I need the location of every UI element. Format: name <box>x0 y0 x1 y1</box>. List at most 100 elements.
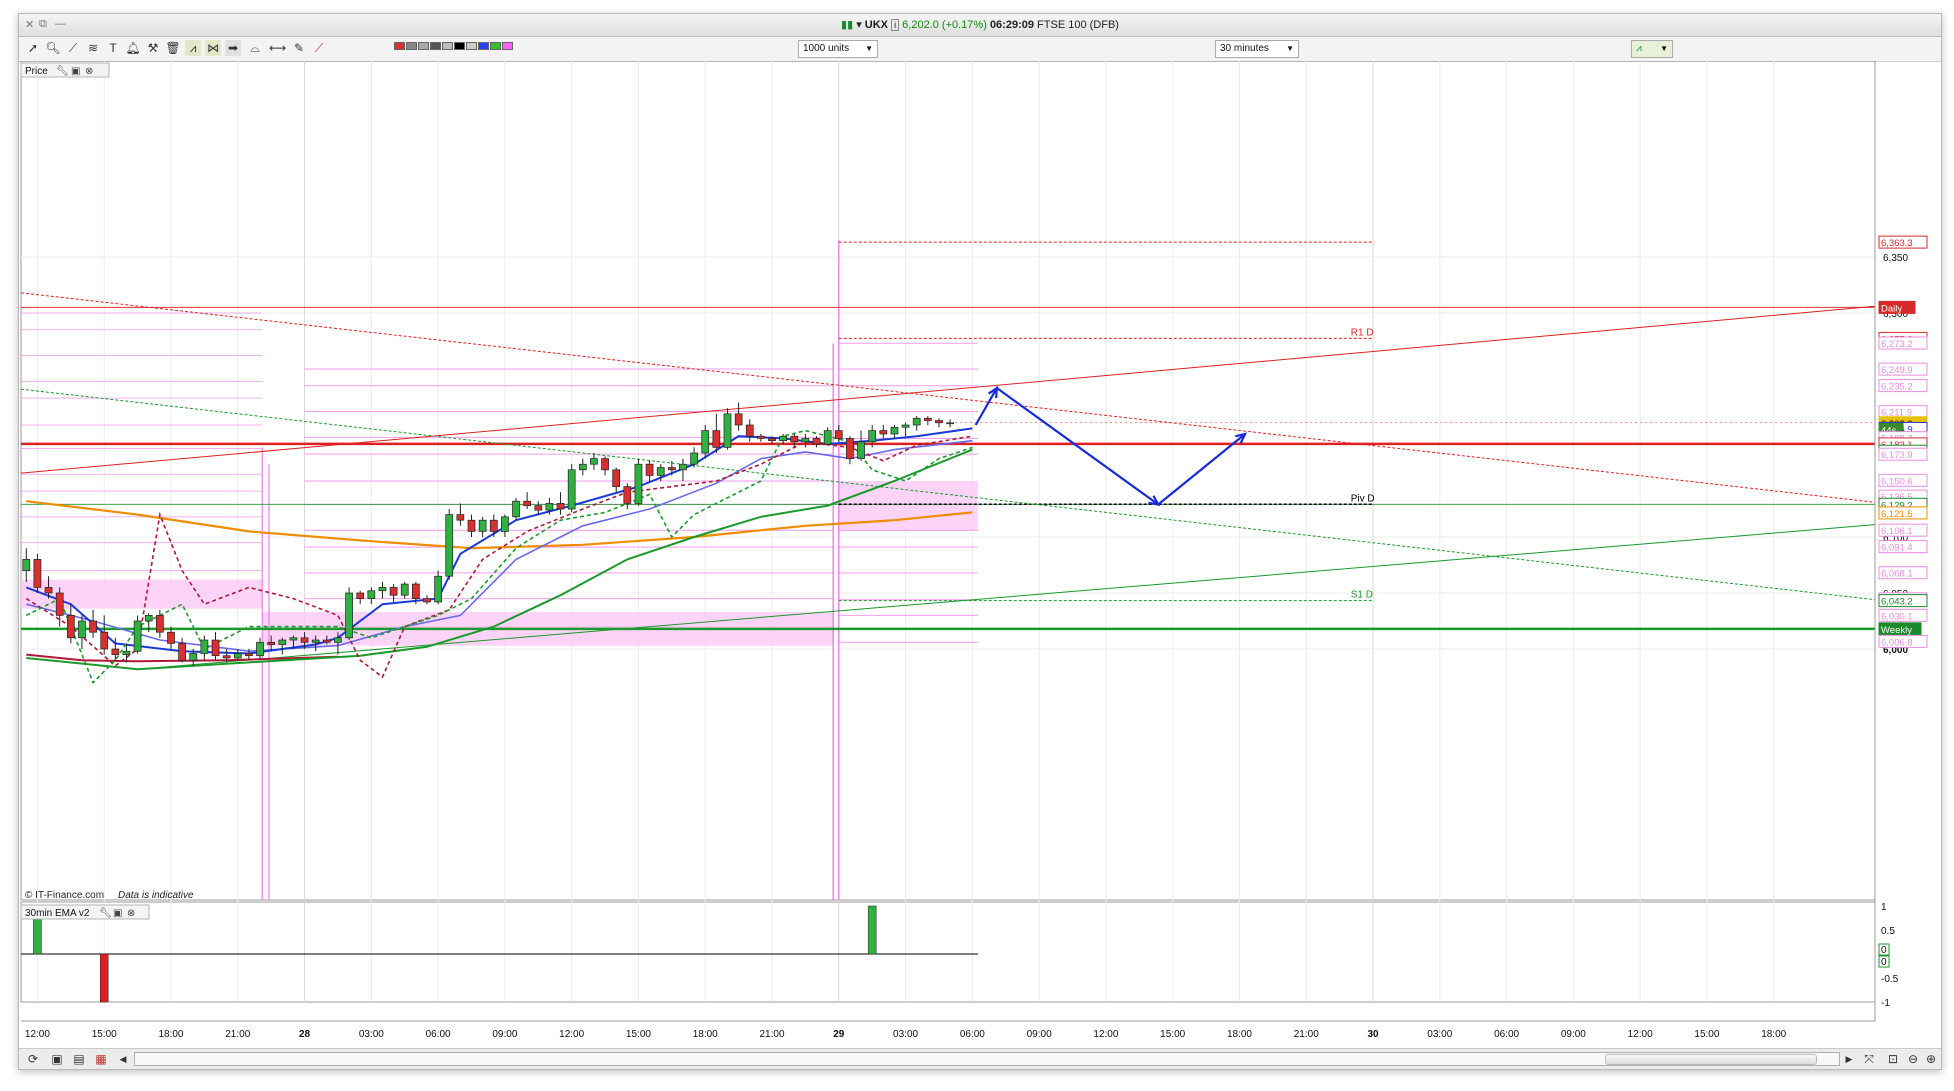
candle-down[interactable] <box>44 587 53 594</box>
swatch-pale-icon[interactable] <box>466 42 477 50</box>
swatch-darkgray-icon[interactable] <box>430 42 441 50</box>
candle-down[interactable] <box>467 519 476 532</box>
candle-down[interactable] <box>645 463 654 476</box>
pointer-tool-icon[interactable]: ➚ <box>27 41 39 55</box>
symbol-label[interactable]: UKX <box>864 19 889 31</box>
candle-up[interactable] <box>578 463 587 471</box>
candle-down[interactable] <box>222 655 231 659</box>
candle-up[interactable] <box>289 637 298 641</box>
projection-arrowhead-up-2[interactable] <box>1235 432 1248 444</box>
projection-arrows[interactable] <box>974 385 1248 506</box>
candle-down[interactable] <box>935 420 943 424</box>
time-scrollbar[interactable] <box>134 1052 1840 1066</box>
candle-down[interactable] <box>389 587 398 596</box>
line-draw-tool-icon[interactable]: ⟋ <box>68 41 78 55</box>
shape-tool-icon[interactable]: ⌓ <box>250 41 260 55</box>
candle-down[interactable] <box>712 430 721 448</box>
candle-up[interactable] <box>78 620 86 639</box>
candle-up[interactable] <box>189 653 198 661</box>
candle-down[interactable] <box>100 631 109 650</box>
settings-tool-icon[interactable]: ⚒ <box>147 41 159 55</box>
candle-up[interactable] <box>857 441 865 459</box>
interval-select[interactable]: 30 minutes ▼ <box>1215 40 1299 58</box>
trend-tool-icon[interactable]: ⩘ <box>185 40 201 56</box>
candle-up[interactable] <box>478 519 487 532</box>
candle-up[interactable] <box>901 424 910 428</box>
camera-icon[interactable]: ▣ <box>51 1052 63 1066</box>
candle-up[interactable] <box>278 639 287 645</box>
swatch-red-icon[interactable] <box>394 42 405 50</box>
candle-up[interactable] <box>779 435 787 442</box>
candle-up[interactable] <box>378 587 387 592</box>
candle-up[interactable] <box>400 583 409 596</box>
symbol-dropdown-icon[interactable]: ▾ <box>856 19 862 31</box>
zoom-in-icon[interactable]: ⊕ <box>1925 1052 1937 1066</box>
candle-down[interactable] <box>167 631 175 644</box>
candle-down[interactable] <box>300 637 309 643</box>
candle-up[interactable] <box>144 615 153 622</box>
indicator-close-icon[interactable]: ⊗ <box>127 908 135 919</box>
candle-down[interactable] <box>745 424 754 437</box>
color-palette[interactable] <box>394 42 514 56</box>
units-select[interactable]: 1000 units ▼ <box>798 40 878 58</box>
candle-up[interactable] <box>801 438 810 443</box>
candle-down[interactable] <box>267 641 276 645</box>
channel-tool-icon[interactable]: ⋈ <box>205 40 221 56</box>
zoom-fit-icon[interactable]: ⊡ <box>1887 1052 1899 1066</box>
scroll-left-icon[interactable]: ◀ <box>119 1054 127 1064</box>
candle-up[interactable] <box>133 620 142 652</box>
candle-up[interactable] <box>200 639 209 654</box>
candle-up[interactable] <box>22 559 31 571</box>
fit-chart-icon[interactable]: ⤧ <box>1864 1052 1874 1066</box>
window-icon[interactable]: ▣ <box>71 66 80 77</box>
candle-up[interactable] <box>701 430 710 454</box>
candle-down[interactable] <box>412 583 420 599</box>
zoom-out-icon[interactable]: ⊖ <box>1907 1052 1919 1066</box>
candle-up[interactable] <box>501 516 509 532</box>
refresh-icon[interactable]: ⟳ <box>27 1052 39 1066</box>
minimize-window-icon[interactable]: — <box>55 18 66 30</box>
candle-down[interactable] <box>456 514 465 521</box>
candle-up[interactable] <box>512 500 520 518</box>
candle-up[interactable] <box>912 417 921 426</box>
candle-down[interactable] <box>322 639 331 643</box>
text-tool-icon[interactable]: T <box>109 41 117 55</box>
swatch-green-icon[interactable] <box>490 42 501 50</box>
candle-down[interactable] <box>211 639 220 657</box>
candle-up[interactable] <box>723 413 732 448</box>
candle-up[interactable] <box>868 430 877 443</box>
projection-arrowhead-down[interactable] <box>1148 495 1161 506</box>
candle-down[interactable] <box>667 467 676 471</box>
trash-icon[interactable]: 🗑︎ <box>165 41 181 55</box>
candlestick-series[interactable] <box>22 402 1875 666</box>
swatch-black-icon[interactable] <box>454 42 465 50</box>
candle-down[interactable] <box>489 519 498 532</box>
candle-down[interactable] <box>534 505 543 511</box>
projection-path[interactable] <box>974 386 1246 506</box>
candle-up[interactable] <box>434 575 442 603</box>
candle-down[interactable] <box>790 435 799 443</box>
candle-down[interactable] <box>33 559 42 588</box>
candle-down[interactable] <box>55 592 64 616</box>
candle-up[interactable] <box>122 650 131 655</box>
swatch-silver-icon[interactable] <box>442 42 453 50</box>
arrow-tool-icon[interactable]: ➡ <box>225 40 241 56</box>
candle-down[interactable] <box>423 598 431 603</box>
scrollbar-thumb[interactable] <box>1605 1054 1817 1065</box>
swatch-gray-icon[interactable] <box>406 42 417 50</box>
candle-up[interactable] <box>233 653 242 659</box>
scroll-right-icon[interactable]: ▶ <box>1845 1054 1853 1064</box>
close-panel-icon[interactable]: ⊗ <box>85 66 93 77</box>
color-pen-icon[interactable]: ⟋ <box>314 41 324 55</box>
zoom-tool-icon[interactable]: 🔍︎ <box>45 41 61 55</box>
detach-window-icon[interactable]: ⧉ <box>39 18 47 30</box>
swatch-magenta-icon[interactable] <box>502 42 513 50</box>
candle-down[interactable] <box>178 643 186 661</box>
candle-up[interactable] <box>445 514 454 577</box>
candle-up[interactable] <box>545 503 554 511</box>
close-window-icon[interactable]: ✕ <box>25 19 35 31</box>
candle-up[interactable] <box>567 469 576 510</box>
candle-up[interactable] <box>679 463 687 471</box>
candle-up[interactable] <box>656 467 665 476</box>
indicator-window-icon[interactable]: ▣ <box>113 908 122 919</box>
